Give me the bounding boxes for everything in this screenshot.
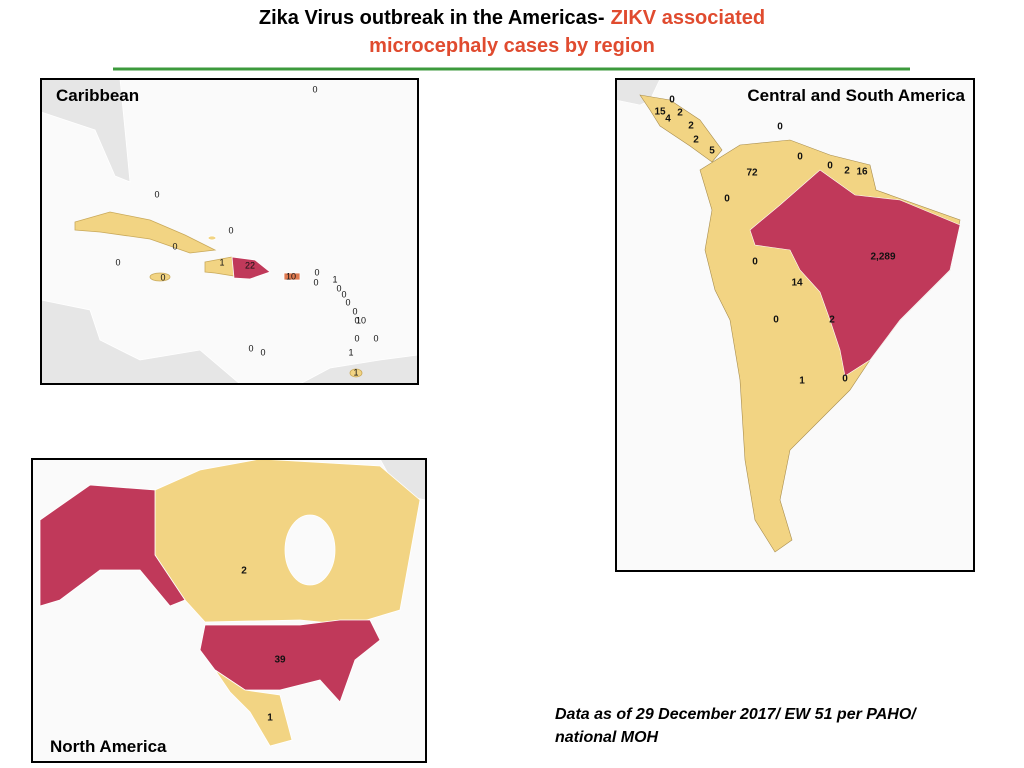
case-count: 0: [773, 315, 779, 326]
case-count: 1: [267, 713, 273, 724]
case-count: 2: [693, 135, 699, 146]
case-count: 0: [172, 241, 177, 251]
case-count: 0: [160, 272, 165, 282]
case-count: 72: [746, 168, 758, 179]
case-count: 15: [654, 107, 666, 118]
case-count: 0: [312, 84, 317, 94]
title-text: Zika Virus outbreak in the Americas-: [259, 7, 605, 29]
case-count: 39: [274, 655, 286, 666]
title-line-1: Zika Virus outbreak in the Americas- ZIKV…: [259, 7, 765, 29]
case-count: 10: [356, 315, 366, 325]
panel-title: North America: [50, 737, 167, 756]
case-count: 2,289: [870, 252, 895, 263]
case-count: 1: [353, 367, 358, 377]
case-count: 2: [829, 315, 835, 326]
case-count: 2: [688, 121, 694, 132]
north-america-map: [31, 458, 427, 763]
case-count: 0: [228, 225, 233, 235]
panel-title: Caribbean: [56, 86, 139, 105]
case-count: 0: [354, 333, 359, 343]
title-highlight: ZIKV associated: [611, 7, 766, 29]
panel-title: Central and South America: [747, 86, 965, 105]
case-count: 0: [797, 152, 803, 163]
caribbean-map: [40, 78, 419, 385]
case-count: 4: [665, 114, 671, 125]
case-count: 0: [752, 257, 758, 268]
case-count: 1: [799, 376, 805, 387]
case-count: 2: [241, 566, 247, 577]
case-count: 0: [314, 267, 319, 277]
case-count: 0: [336, 283, 341, 293]
case-count: 0: [373, 333, 378, 343]
case-count: 0: [345, 297, 350, 307]
case-count: 1: [332, 274, 337, 284]
case-count: 22: [245, 260, 255, 270]
case-count: 0: [341, 289, 346, 299]
case-count: 16: [856, 167, 868, 178]
case-count: 1: [348, 347, 353, 357]
case-count: 0: [669, 95, 675, 106]
central-south-america-map: [615, 78, 975, 572]
case-count: 0: [777, 122, 783, 133]
case-count: 0: [827, 161, 833, 172]
case-count: 2: [677, 108, 683, 119]
case-count: 0: [352, 306, 357, 316]
case-count: 0: [354, 315, 359, 325]
case-count: 0: [724, 194, 730, 205]
case-count: 0: [154, 189, 159, 199]
case-count: 5: [709, 146, 715, 157]
title-line-2: microcephaly cases by region: [369, 35, 655, 57]
case-count: 2: [844, 166, 850, 177]
footnote: national MOH: [555, 729, 659, 746]
case-count: 14: [791, 278, 803, 289]
case-count: 0: [248, 343, 253, 353]
case-count: 10: [286, 271, 296, 281]
case-count: 0: [842, 374, 848, 385]
footnote: Data as of 29 December 2017/ EW 51 per P…: [555, 706, 917, 723]
case-count: 0: [115, 257, 120, 267]
case-count: 0: [260, 347, 265, 357]
case-count: 1: [219, 257, 224, 267]
case-count: 0: [313, 277, 318, 287]
